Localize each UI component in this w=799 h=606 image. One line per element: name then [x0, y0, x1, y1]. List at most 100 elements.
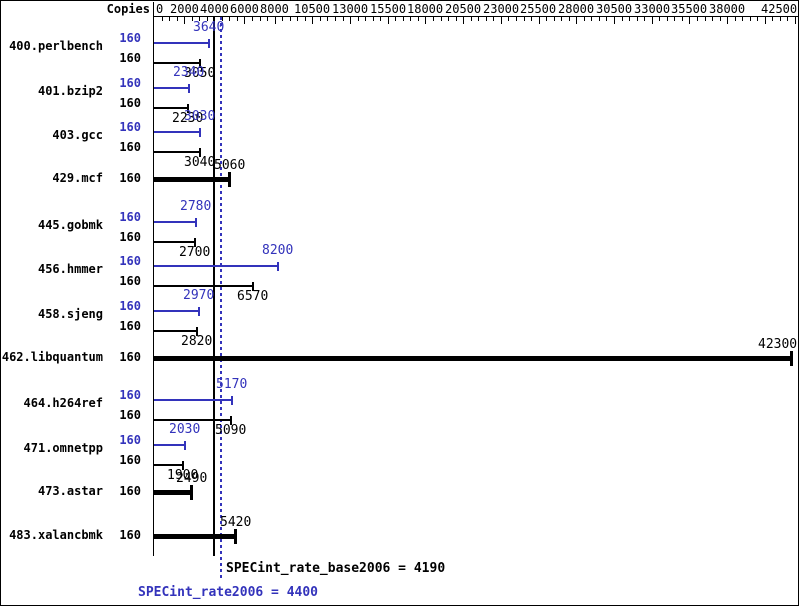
- peak-value-label: 2780: [180, 199, 212, 214]
- axis-label: 35500: [671, 2, 708, 16]
- axis-label: 42500: [761, 2, 798, 16]
- axis-tick: [312, 17, 313, 24]
- copies-value: 160: [119, 274, 141, 288]
- axis-tick: [237, 17, 238, 21]
- axis-label: 18000: [407, 2, 444, 16]
- copies-value: 160: [119, 350, 141, 364]
- axis-label: 8000: [260, 2, 289, 16]
- base-bar-endcap: [194, 238, 196, 247]
- axis-tick: [380, 17, 381, 21]
- axis-tick: [275, 17, 276, 24]
- peak-bar-endcap: [184, 441, 186, 450]
- axis-tick: [712, 17, 713, 21]
- peak-value-label: 2970: [183, 288, 215, 303]
- base-value-label: 2700: [179, 245, 211, 260]
- axis-label: 2000: [170, 2, 199, 16]
- axis-tick: [659, 17, 660, 21]
- base-value-label: 6570: [237, 289, 269, 304]
- axis-tick: [244, 17, 245, 24]
- axis-label: 4000: [200, 2, 229, 16]
- peak-bar: [154, 221, 196, 223]
- benchmark-label: 458.sjeng: [37, 307, 103, 321]
- bar-endcap: [228, 172, 231, 187]
- axis-tick: [395, 17, 396, 21]
- benchmark-label: 462.libquantum: [1, 350, 103, 364]
- axis-tick: [199, 17, 200, 21]
- axis-label: 23000: [483, 2, 520, 16]
- axis-tick: [162, 17, 163, 21]
- axis-tick: [486, 17, 487, 21]
- benchmark-label: 401.bzip2: [37, 84, 103, 98]
- axis-tick: [410, 17, 411, 21]
- base-bar-endcap: [182, 461, 184, 470]
- peak-bar-endcap: [188, 84, 190, 93]
- axis-tick: [463, 17, 464, 24]
- group-startcap: [153, 260, 154, 292]
- axis-tick: [471, 17, 472, 21]
- peak-bar: [154, 87, 189, 89]
- base-bar: [154, 419, 231, 421]
- copies-value: 160: [119, 528, 141, 542]
- axis-tick: [787, 17, 788, 21]
- axis-tick: [689, 17, 690, 24]
- copies-value: 160: [119, 51, 141, 65]
- bar-startcap: [153, 345, 154, 372]
- axis-label: 28000: [558, 2, 595, 16]
- copies-value: 160: [119, 254, 141, 268]
- peak-bar-endcap: [198, 307, 200, 316]
- axis-tick: [795, 17, 796, 24]
- axis-tick: [433, 17, 434, 21]
- peak-value-label: 3030: [184, 109, 216, 124]
- benchmark-label: 429.mcf: [52, 171, 103, 185]
- base-bar-endcap: [199, 148, 201, 157]
- copies-column-header: Copies: [106, 2, 150, 16]
- bar-value-label: 42300: [758, 337, 798, 352]
- axis-tick: [735, 17, 736, 21]
- axis-tick: [192, 17, 193, 21]
- peak-bar-endcap: [195, 218, 197, 227]
- copies-value: 160: [119, 319, 141, 333]
- copies-value: 160: [119, 96, 141, 110]
- peak-bar: [154, 131, 200, 133]
- axis-tick: [297, 17, 298, 21]
- axis-tick: [456, 17, 457, 21]
- group-startcap: [153, 216, 154, 248]
- axis-tick: [697, 17, 698, 21]
- axis-tick: [546, 17, 547, 21]
- axis-tick: [524, 17, 525, 21]
- axis-tick: [441, 17, 442, 21]
- copies-value: 160: [119, 210, 141, 224]
- base-bar-endcap: [199, 59, 201, 68]
- benchmark-label: 445.gobmk: [37, 218, 103, 232]
- base-bar: [154, 330, 197, 332]
- axis-label: 6000: [230, 2, 259, 16]
- axis-tick: [561, 17, 562, 21]
- axis-label: 38000: [709, 2, 746, 16]
- benchmark-label: 483.xalancbmk: [9, 528, 103, 542]
- copies-value: 160: [119, 76, 141, 90]
- bar-endcap: [190, 485, 193, 500]
- axis-tick: [614, 17, 615, 24]
- axis-tick: [637, 17, 638, 21]
- axis-tick: [305, 17, 306, 21]
- axis-tick: [705, 17, 706, 21]
- base-value-label: 2230: [172, 111, 204, 126]
- axis-tick: [267, 17, 268, 21]
- benchmark-label: 473.astar: [37, 484, 103, 498]
- axis-tick: [644, 17, 645, 21]
- copies-value: 160: [119, 388, 141, 402]
- axis-tick: [606, 17, 607, 21]
- peak-value-label: 8200: [262, 243, 294, 258]
- axis-tick: [772, 17, 773, 21]
- axis-tick: [501, 17, 502, 24]
- axis-tick: [425, 17, 426, 24]
- peak-bar: [154, 265, 278, 267]
- copies-value: 160: [119, 171, 141, 185]
- axis-tick: [674, 17, 675, 21]
- base-bar: [154, 464, 183, 466]
- axis-line: [153, 16, 798, 17]
- axis-tick: [184, 17, 185, 24]
- group-startcap: [153, 394, 154, 426]
- axis-tick: [229, 17, 230, 21]
